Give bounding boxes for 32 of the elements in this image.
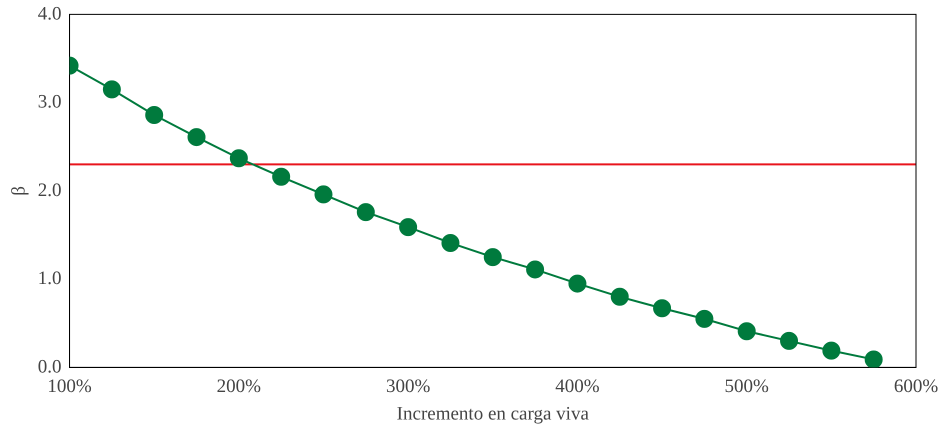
point: [780, 332, 798, 350]
x-tick-label: 600%: [894, 376, 938, 397]
x-axis-title: Incremento en carga viva: [396, 404, 590, 425]
point: [145, 106, 164, 124]
point: [102, 80, 121, 98]
point: [484, 248, 502, 266]
x-tick-label: 200%: [216, 376, 262, 397]
point: [695, 310, 714, 328]
y-tick-label: 3.0: [38, 92, 62, 113]
point: [441, 234, 460, 252]
y-tick-label: 4.0: [38, 3, 62, 24]
point: [230, 149, 248, 168]
point: [568, 274, 586, 293]
point: [610, 288, 629, 306]
y-tick-label: 0.0: [38, 356, 62, 378]
point: [653, 299, 672, 318]
point: [314, 185, 332, 204]
x-tick-label: 100%: [47, 376, 92, 397]
point: [356, 203, 375, 222]
point: [822, 342, 840, 360]
x-tick-label: 400%: [555, 376, 600, 397]
point: [864, 350, 883, 368]
y-tick-label: 1.0: [38, 268, 62, 290]
y-tick-label: 2.0: [38, 180, 62, 201]
x-tick-label: 300%: [386, 376, 430, 397]
point: [526, 260, 544, 278]
x-tick-label: 500%: [724, 376, 770, 397]
point: [738, 322, 756, 340]
y-axis-title: β: [8, 186, 30, 196]
point: [188, 128, 206, 146]
point: [272, 168, 290, 186]
point: [399, 218, 418, 236]
